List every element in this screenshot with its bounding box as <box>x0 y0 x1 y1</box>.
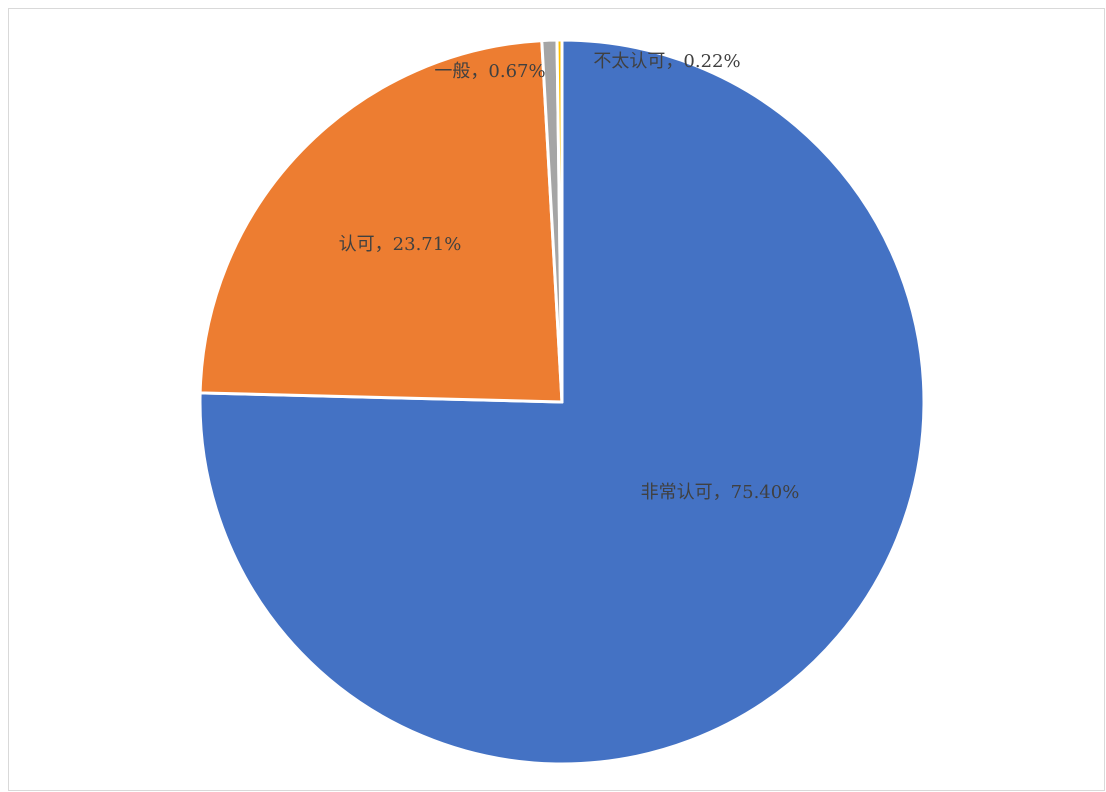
data-label: 认可，23.71% <box>339 234 462 255</box>
data-labels: 非常认可，75.40% 认可，23.71% 一般，0.67% 不太认可，0.22% <box>339 51 800 503</box>
pie-slice <box>198 39 564 404</box>
data-label: 一般，0.67% <box>434 61 545 82</box>
data-label: 非常认可，75.40% <box>641 482 800 503</box>
data-label: 不太认可，0.22% <box>593 51 740 72</box>
pie-slice <box>555 38 564 404</box>
pie <box>198 38 926 766</box>
